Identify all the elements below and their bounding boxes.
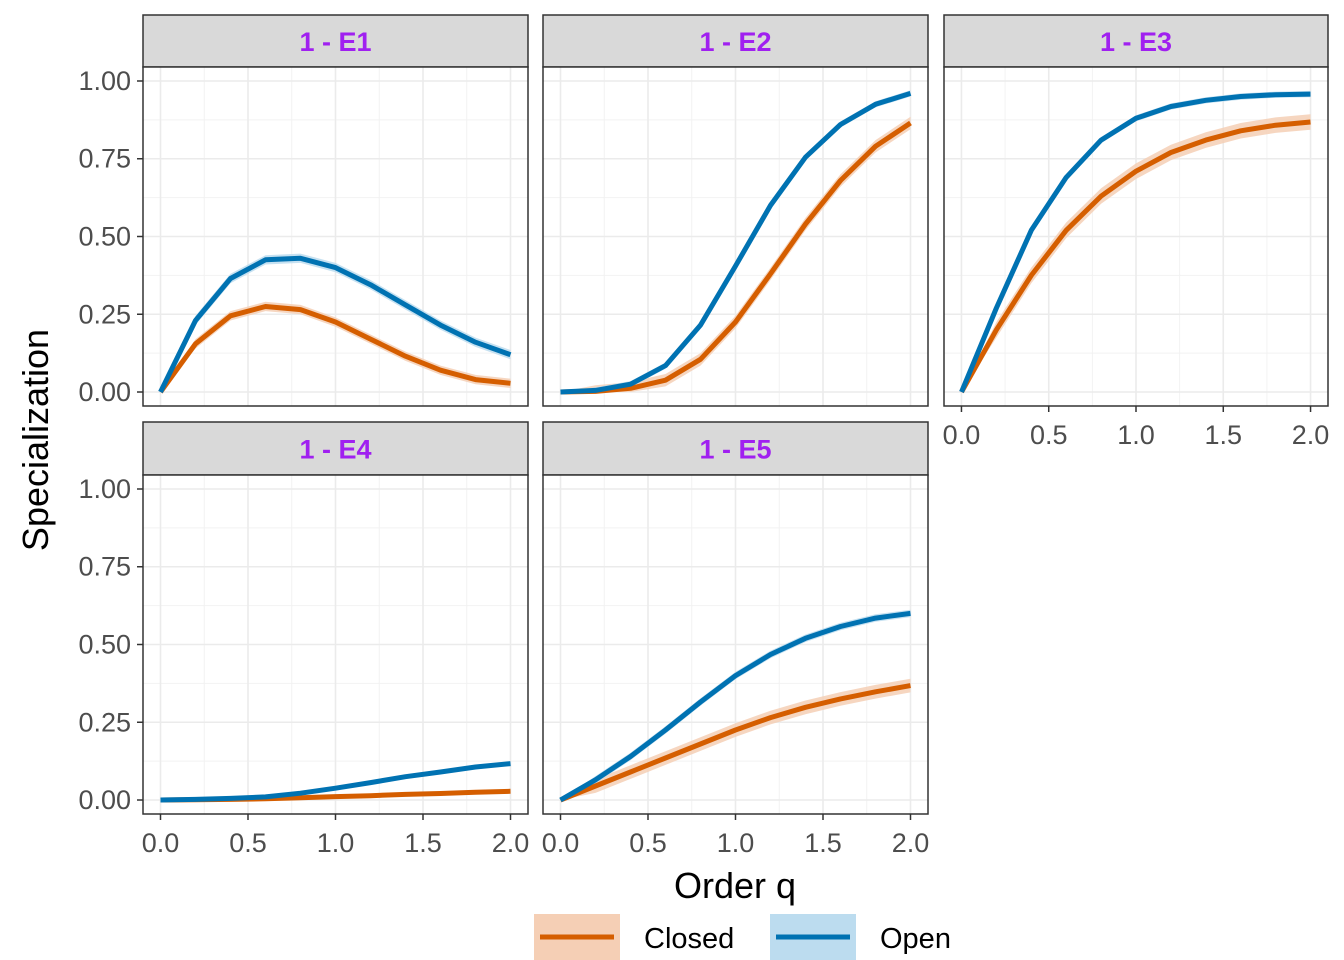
x-axis-title: Order q [674, 865, 796, 906]
x-tick-label: 0.5 [229, 828, 267, 858]
y-tick-label: 0.50 [78, 222, 131, 252]
ribbon-closed-1-e5 [560, 678, 911, 800]
x-tick-label: 2.0 [1292, 420, 1330, 450]
x-tick-label: 0.0 [542, 828, 580, 858]
strip-1-e2 [542, 14, 929, 68]
series-line-open-1-e5 [559, 610, 911, 803]
y-tick-label: 0.75 [78, 144, 131, 174]
strip-title-1-e3: 1 - E3 [1100, 27, 1172, 57]
strip-title-1-e1: 1 - E1 [299, 27, 371, 57]
legend-label-open: Open [880, 923, 951, 955]
legend-item-closed: Closed [534, 914, 734, 960]
series-line-open-1-e4 [160, 761, 511, 803]
strip-1-e5 [542, 421, 929, 476]
x-tick-label: 0.0 [943, 420, 981, 450]
x-tick-label: 0.5 [1030, 420, 1068, 450]
y-tick-label: 0.00 [78, 377, 131, 407]
x-tick-label: 1.5 [804, 828, 842, 858]
series-line-closed-1-e2 [560, 120, 912, 395]
x-tick-label: 0.5 [629, 828, 667, 858]
series-line-closed-1-e3 [959, 119, 1311, 394]
strip-1-e1 [142, 14, 529, 68]
x-tick-label: 2.0 [492, 828, 530, 858]
legend-label-closed: Closed [644, 923, 734, 955]
x-tick-label: 1.0 [317, 828, 355, 858]
x-tick-label: 1.5 [1204, 420, 1242, 450]
y-tick-label: 0.75 [78, 552, 131, 582]
strip-1-e4 [142, 421, 529, 476]
panel-1-e1: 1 - E1 0.00 0.25 0.50 0.75 1.00 [78, 14, 529, 407]
panel-border-1-e2 [542, 66, 929, 407]
panel-1-e3: 1 - E3 0.0 0.5 1.0 1.5 2.0 [943, 14, 1330, 450]
series-line-open-1-e3 [959, 91, 1311, 393]
series-line-open-1-e2 [560, 91, 912, 395]
x-tick-label: 1.5 [404, 828, 442, 858]
strip-title-1-e4: 1 - E4 [299, 435, 371, 465]
y-tick-label: 0.25 [78, 707, 131, 737]
panel-1-e4: 1 - E4 0.00 0.25 0.50 0.75 1.00 0.0 0.5 1.0 1.5 2.… [78, 421, 530, 858]
y-axis-title: Specialization [15, 329, 56, 551]
y-tick-label: 0.50 [78, 630, 131, 660]
series-line-closed-1-e5 [559, 683, 911, 803]
strip-title-1-e2: 1 - E2 [699, 27, 771, 57]
series-line-open-1-e1 [158, 255, 512, 394]
legend-item-open: Open [770, 914, 951, 960]
y-tick-label: 1.00 [78, 66, 131, 96]
series-line-closed-1-e1 [158, 304, 511, 394]
strip-title-1-e5: 1 - E5 [699, 435, 771, 465]
y-tick-label: 0.00 [78, 785, 131, 815]
panel-1-e5: 1 - E5 0.0 0.5 1.0 1.5 2.0 [542, 421, 930, 858]
x-tick-label: 1.0 [717, 828, 755, 858]
facet-panels: 1 - E1 0.00 0.25 0.50 0.75 1.00 1 - E2 1 - E3 0.… [78, 14, 1330, 858]
legend: Closed Open [534, 914, 951, 960]
x-tick-label: 1.0 [1117, 420, 1155, 450]
y-tick-label: 1.00 [78, 474, 131, 504]
x-tick-label: 0.0 [142, 828, 180, 858]
y-tick-label: 0.25 [78, 299, 131, 329]
panel-1-e2: 1 - E2 [542, 14, 929, 407]
x-tick-label: 2.0 [892, 828, 930, 858]
